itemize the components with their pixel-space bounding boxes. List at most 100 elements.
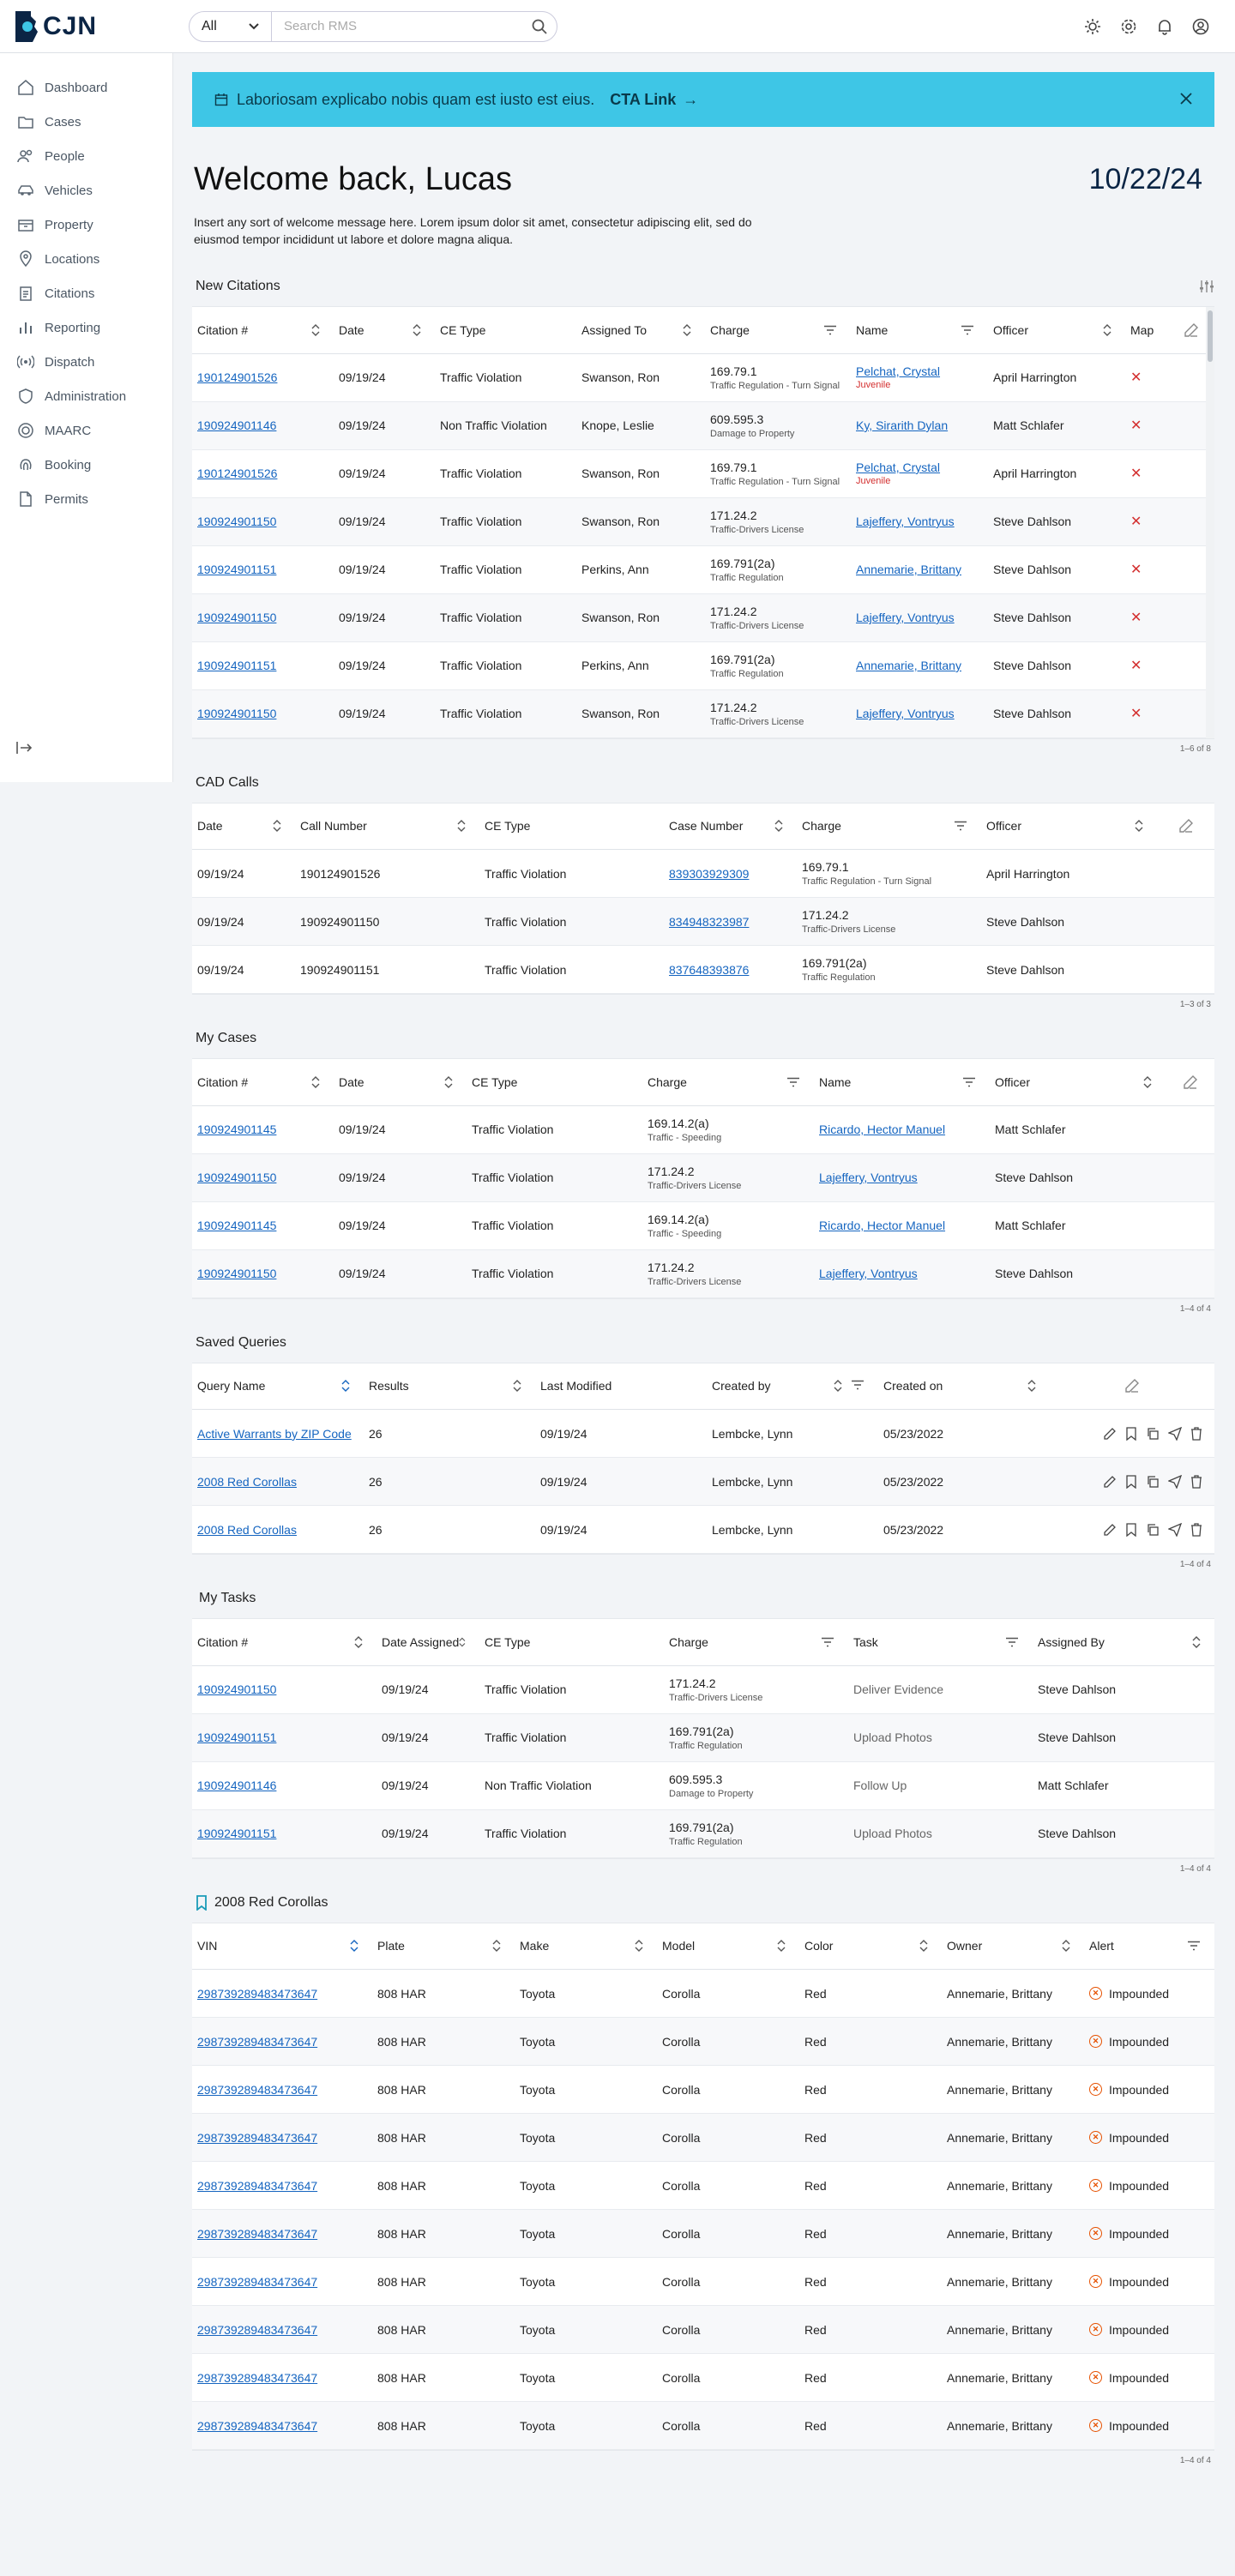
sidebar-item-citations[interactable]: Citations bbox=[0, 276, 172, 310]
query-name-link[interactable]: 2008 Red Corollas bbox=[197, 1474, 297, 1489]
column-header[interactable]: Charge bbox=[797, 803, 981, 850]
table-row[interactable]: 298739289483473647 808 HAR Toyota Corolla Re… bbox=[192, 2353, 1214, 2402]
citation-link[interactable]: 190924901145 bbox=[197, 1219, 277, 1232]
person-name-link[interactable]: Lajeffery, Vontryus bbox=[856, 515, 955, 528]
sort-icon[interactable] bbox=[459, 1636, 466, 1648]
sort-icon[interactable] bbox=[834, 1380, 842, 1393]
sort-icon[interactable] bbox=[1192, 1635, 1201, 1648]
sidebar-item-maarc[interactable]: MAARC bbox=[0, 413, 172, 448]
sort-icon[interactable] bbox=[1143, 1075, 1152, 1088]
vin-link[interactable]: 298739289483473647 bbox=[197, 2034, 318, 2049]
vin-link[interactable]: 298739289483473647 bbox=[197, 2418, 318, 2433]
table-row[interactable]: 2008 Red Corollas 26 09/19/24 Lembcke, Lynn… bbox=[192, 1457, 1214, 1506]
sidebar-item-locations[interactable]: Locations bbox=[0, 242, 172, 276]
table-row[interactable]: 190924901150 09/19/24 Traffic Violation Swa… bbox=[192, 689, 1214, 738]
citation-link[interactable]: 190924901150 bbox=[197, 1171, 277, 1184]
banner-close-button[interactable] bbox=[1180, 91, 1192, 109]
column-header[interactable]: Results bbox=[364, 1363, 535, 1410]
table-row[interactable]: 298739289483473647 808 HAR Toyota Corolla Re… bbox=[192, 2017, 1214, 2066]
column-header[interactable]: Charge bbox=[642, 1059, 814, 1106]
banner-cta-link[interactable]: CTA Link → bbox=[610, 91, 698, 109]
sort-icon[interactable] bbox=[354, 1635, 363, 1648]
sidebar-item-reporting[interactable]: Reporting bbox=[0, 310, 172, 345]
vin-link[interactable]: 298739289483473647 bbox=[197, 2178, 318, 2193]
query-name-link[interactable]: 2008 Red Corollas bbox=[197, 1522, 297, 1537]
sort-icon[interactable] bbox=[513, 1380, 521, 1393]
send-icon[interactable] bbox=[1168, 1522, 1182, 1537]
sidebar-item-people[interactable]: People bbox=[0, 139, 172, 173]
filter-icon[interactable] bbox=[962, 1077, 976, 1087]
column-header[interactable]: Alert bbox=[1084, 1923, 1214, 1970]
column-header[interactable]: CE Type bbox=[435, 307, 576, 354]
column-header[interactable]: CE Type bbox=[479, 803, 664, 850]
filter-icon[interactable] bbox=[786, 1077, 800, 1087]
column-header[interactable]: Assigned By bbox=[1033, 1619, 1214, 1666]
table-row[interactable]: 298739289483473647 808 HAR Toyota Corolla Re… bbox=[192, 2305, 1214, 2354]
column-header[interactable]: Date Assigned bbox=[377, 1619, 479, 1666]
vin-link[interactable]: 298739289483473647 bbox=[197, 2322, 318, 2337]
citation-link[interactable]: 190924901150 bbox=[197, 1267, 277, 1280]
sidebar-item-administration[interactable]: Administration bbox=[0, 379, 172, 413]
sidebar-item-cases[interactable]: Cases bbox=[0, 105, 172, 139]
theme-sun-icon[interactable] bbox=[1084, 18, 1101, 35]
sort-icon[interactable] bbox=[311, 1075, 320, 1088]
edit-columns-button[interactable] bbox=[1050, 1363, 1214, 1410]
column-header[interactable]: Case Number bbox=[664, 803, 797, 850]
gear-icon[interactable] bbox=[1120, 18, 1137, 35]
query-name-link[interactable]: Active Warrants by ZIP Code bbox=[197, 1426, 352, 1441]
edit-icon[interactable] bbox=[1103, 1523, 1117, 1537]
column-header[interactable]: Citation # bbox=[192, 1619, 377, 1666]
sidebar-item-property[interactable]: Property bbox=[0, 208, 172, 242]
vin-link[interactable]: 298739289483473647 bbox=[197, 1986, 318, 2001]
citation-link[interactable]: 190924901145 bbox=[197, 1122, 277, 1136]
bell-icon[interactable] bbox=[1156, 18, 1173, 35]
edit-icon[interactable] bbox=[1178, 818, 1194, 834]
citation-link[interactable]: 190124901526 bbox=[197, 466, 278, 480]
sort-icon[interactable] bbox=[350, 1940, 358, 1953]
sort-icon[interactable] bbox=[1103, 323, 1112, 336]
edit-columns-button[interactable] bbox=[1166, 1059, 1214, 1106]
user-account-icon[interactable] bbox=[1192, 18, 1209, 35]
table-row[interactable]: 2008 Red Corollas 26 09/19/24 Lembcke, Lynn… bbox=[192, 1505, 1214, 1554]
bookmark-icon[interactable] bbox=[1125, 1522, 1137, 1537]
case-number-link[interactable]: 834948323987 bbox=[669, 914, 750, 929]
trash-icon[interactable] bbox=[1190, 1426, 1202, 1441]
column-header[interactable]: Plate bbox=[372, 1923, 515, 1970]
filter-icon[interactable] bbox=[954, 821, 967, 831]
citation-link[interactable]: 190924901150 bbox=[197, 1682, 277, 1696]
copy-icon[interactable] bbox=[1146, 1523, 1160, 1537]
person-name-link[interactable]: Lajeffery, Vontryus bbox=[856, 707, 955, 720]
person-name-link[interactable]: Pelchat, Crystal bbox=[856, 364, 941, 378]
case-number-link[interactable]: 837648393876 bbox=[669, 962, 750, 977]
table-row[interactable]: 190924901151 09/19/24 Traffic Violation Per… bbox=[192, 545, 1214, 594]
column-header[interactable]: Citation # bbox=[192, 307, 334, 354]
sort-icon[interactable] bbox=[273, 820, 281, 833]
table-row[interactable]: 190124901526 09/19/24 Traffic Violation Swa… bbox=[192, 449, 1214, 498]
sort-icon[interactable] bbox=[919, 1940, 928, 1953]
filter-icon[interactable] bbox=[821, 1637, 834, 1647]
person-name-link[interactable]: Ky, Sirarith Dylan bbox=[856, 418, 949, 432]
citation-link[interactable]: 190924901151 bbox=[197, 1827, 277, 1840]
table-row[interactable]: 09/19/24 190124901526 Traffic Violation 839… bbox=[192, 849, 1214, 898]
scrollbar-thumb[interactable] bbox=[1208, 310, 1213, 362]
column-header[interactable]: Date bbox=[334, 307, 435, 354]
sort-icon[interactable] bbox=[777, 1940, 786, 1953]
column-header[interactable]: Model bbox=[657, 1923, 799, 1970]
filter-icon[interactable] bbox=[961, 325, 974, 335]
table-row[interactable]: 298739289483473647 808 HAR Toyota Corolla Re… bbox=[192, 2257, 1214, 2306]
citation-link[interactable]: 190924901150 bbox=[197, 611, 277, 624]
column-header[interactable]: Query Name bbox=[192, 1363, 364, 1410]
column-header[interactable]: Assigned To bbox=[576, 307, 705, 354]
filter-icon[interactable] bbox=[1005, 1637, 1019, 1647]
citation-link[interactable]: 190924901150 bbox=[197, 707, 277, 720]
column-header[interactable]: Date bbox=[334, 1059, 467, 1106]
table-row[interactable]: 190924901151 09/19/24 Traffic Violation 169… bbox=[192, 1809, 1214, 1858]
person-name-link[interactable]: Ricardo, Hector Manuel bbox=[819, 1122, 946, 1136]
edit-icon[interactable] bbox=[1184, 322, 1199, 338]
copy-icon[interactable] bbox=[1146, 1427, 1160, 1441]
sort-icon[interactable] bbox=[635, 1940, 643, 1953]
sort-icon[interactable] bbox=[683, 323, 691, 336]
citation-link[interactable]: 190924901146 bbox=[197, 1779, 277, 1792]
table-row[interactable]: 190924901150 09/19/24 Traffic Violation Swa… bbox=[192, 593, 1214, 642]
table-row[interactable]: 09/19/24 190924901151 Traffic Violation 837… bbox=[192, 945, 1214, 994]
